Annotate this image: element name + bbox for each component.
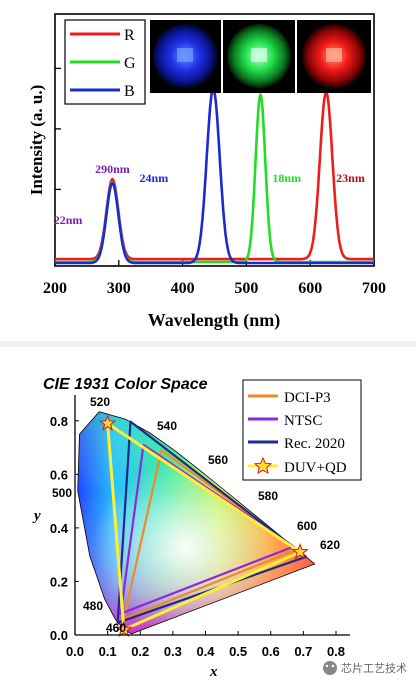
star-icon	[253, 456, 273, 474]
legend-label-g: G	[124, 55, 136, 72]
watermark-text: 芯片工艺技术	[341, 661, 407, 675]
wavelength-label: 480	[83, 599, 103, 613]
legend-label-r: R	[124, 27, 135, 44]
x-tick-label: 300	[107, 280, 131, 297]
star-icon	[291, 542, 309, 560]
cie-chart: CIE 1931 Color Space 5205405605806006205…	[32, 376, 407, 680]
fwhm-label: 18nm	[272, 171, 301, 185]
cie-legend: DCI-P3 NTSC Rec. 2020 DUV+QD	[242, 379, 362, 481]
x-tick-label: 200	[43, 280, 67, 297]
legend-label-dci: DCI-P3	[284, 390, 331, 406]
x-tick-label: 0.8	[327, 644, 345, 659]
x-tick-label: 0.5	[229, 644, 247, 659]
wavelength-label: 500	[52, 486, 72, 500]
x-tick-label: 0.6	[262, 644, 280, 659]
wavelength-label: 580	[258, 489, 278, 503]
y-tick-label: 0.0	[50, 628, 68, 643]
star-icon	[99, 414, 117, 431]
blue-emission-photo	[153, 24, 217, 88]
legend-label-ntsc: NTSC	[284, 413, 322, 429]
cie-x-axis-label: x	[209, 664, 218, 680]
y-tick-label: 0.6	[50, 467, 68, 482]
fwhm-label: 23nm	[336, 171, 365, 185]
y-tick-label: 0.2	[50, 574, 68, 589]
cie-title: CIE 1931 Color Space	[43, 376, 208, 393]
x-tick-label: 400	[171, 280, 195, 297]
gamut-triangle	[119, 443, 295, 615]
x-tick-label: 500	[234, 280, 258, 297]
x-tick-label: 600	[298, 280, 322, 297]
spectrum-legend: R G B	[64, 19, 146, 105]
cie-y-axis-label: y	[32, 508, 41, 524]
gamut-triangle	[122, 449, 298, 621]
star-icon	[115, 620, 133, 637]
cie-gamut-triangles	[99, 414, 309, 637]
legend-label-b: B	[124, 83, 135, 100]
spectrum-y-axis-label: Intensity (a. u.)	[27, 85, 46, 196]
legend-label-rec2020: Rec. 2020	[284, 436, 345, 452]
wechat-icon	[323, 661, 337, 675]
wavelength-label: 460	[106, 621, 126, 635]
wavelength-label: 600	[297, 519, 317, 533]
gamut-triangle	[106, 422, 302, 632]
peak-label: 290nm	[95, 162, 130, 176]
x-tick-label: 0.1	[99, 644, 117, 659]
x-tick-label: 0.2	[131, 644, 149, 659]
cie-x-ticks: 0.0 0.1 0.2 0.3 0.4 0.5 0.6 0.7 0.8	[66, 631, 345, 659]
green-emission-photo	[227, 24, 291, 88]
emission-photos	[150, 20, 371, 93]
red-emission-photo	[302, 24, 366, 88]
cie-y-ticks: 0.0 0.2 0.4 0.6 0.8	[50, 414, 79, 643]
spectrum-plot-frame	[54, 13, 375, 267]
x-tick-label: 700	[362, 280, 386, 297]
x-tick-label: 0.7	[294, 644, 312, 659]
x-tick-label: 0.0	[66, 644, 84, 659]
x-tick-label: 0.3	[164, 644, 182, 659]
spectrum-x-ticks: 200 300 400 500 600 700	[43, 260, 386, 297]
spectrum-y-ticks	[55, 67, 61, 191]
fwhm-label: 24nm	[140, 171, 169, 185]
x-tick-label: 0.4	[196, 644, 215, 659]
wavelength-label: 520	[90, 395, 110, 409]
watermark: 芯片工艺技术	[323, 661, 407, 675]
spectrum-x-axis-label: Wavelength (nm)	[148, 310, 281, 331]
section-divider	[0, 341, 416, 347]
wavelength-label: 560	[208, 453, 228, 467]
legend-label-duv: DUV+QD	[284, 460, 347, 476]
y-tick-label: 0.4	[50, 521, 69, 536]
fwhm-label: 22nm	[54, 213, 83, 227]
wavelength-label: 620	[320, 538, 340, 552]
wavelength-label: 540	[157, 419, 177, 433]
y-tick-label: 0.8	[50, 414, 68, 429]
